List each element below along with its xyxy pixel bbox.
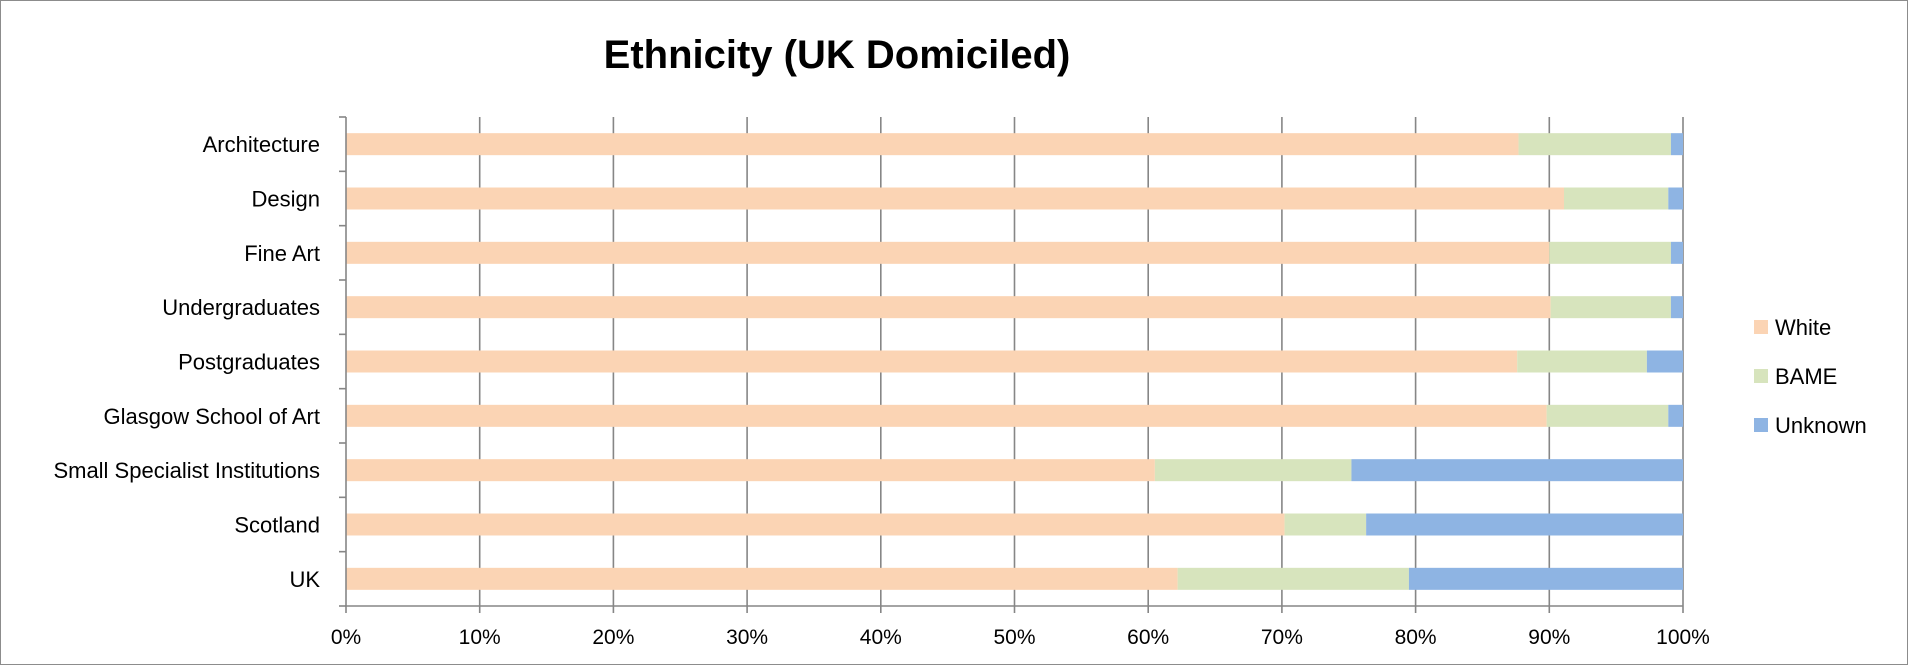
bar-segment-bame xyxy=(1517,350,1647,373)
bar-segment-bame xyxy=(1518,133,1671,156)
bar-segment-unknown xyxy=(1670,133,1683,156)
bar-segment-white xyxy=(346,567,1178,590)
bar-segment-white xyxy=(346,404,1547,427)
x-tick-label: 20% xyxy=(592,626,634,649)
x-tick-label: 60% xyxy=(1127,626,1169,649)
bar-segment-unknown xyxy=(1351,459,1683,482)
axes: UK Scotland Small Specialist Institutions G… xyxy=(53,116,1710,649)
bar-segment-unknown xyxy=(1670,241,1683,264)
legend-swatch-white xyxy=(1754,320,1768,334)
bar-segment-bame xyxy=(1564,187,1669,210)
bar-segment-white xyxy=(346,133,1519,156)
x-tick-label: 10% xyxy=(459,626,501,649)
bar-segment-white xyxy=(346,350,1518,373)
bar-segment-bame xyxy=(1154,459,1352,482)
bar-segment-bame xyxy=(1550,296,1671,319)
legend-label-unknown: Unknown xyxy=(1775,413,1867,438)
legend-label-bame: BAME xyxy=(1775,364,1837,389)
bar-segment-unknown xyxy=(1366,513,1683,536)
category-label: Architecture xyxy=(203,132,320,157)
category-label: Fine Art xyxy=(244,241,320,266)
legend-swatch-unknown xyxy=(1754,418,1768,432)
x-tick-label: 0% xyxy=(331,626,361,649)
x-tick-label: 30% xyxy=(726,626,768,649)
bar-segment-unknown xyxy=(1668,404,1683,427)
category-label: Small Specialist Institutions xyxy=(53,458,320,483)
legend: White BAME Unknown xyxy=(1754,315,1867,438)
bar-segment-white xyxy=(346,459,1155,482)
bar-segment-white xyxy=(346,296,1551,319)
bar-segment-white xyxy=(346,241,1550,264)
x-tick-label: 70% xyxy=(1261,626,1303,649)
bars xyxy=(346,133,1683,590)
bar-segment-bame xyxy=(1284,513,1367,536)
bar-segment-bame xyxy=(1549,241,1671,264)
x-tick-label: 90% xyxy=(1528,626,1570,649)
x-tick-label: 100% xyxy=(1656,626,1710,649)
bar-segment-unknown xyxy=(1668,187,1683,210)
bar-segment-bame xyxy=(1177,567,1409,590)
x-tick-label: 40% xyxy=(860,626,902,649)
bar-segment-unknown xyxy=(1408,567,1683,590)
legend-label-white: White xyxy=(1775,315,1831,340)
category-label: Glasgow School of Art xyxy=(104,404,320,429)
category-label: Design xyxy=(252,187,320,212)
bar-segment-bame xyxy=(1546,404,1669,427)
legend-swatch-bame xyxy=(1754,369,1768,383)
category-label: UK xyxy=(289,567,320,592)
bar-segment-unknown xyxy=(1646,350,1683,373)
bar-segment-unknown xyxy=(1670,296,1683,319)
bar-segment-white xyxy=(346,187,1565,210)
chart-title: Ethnicity (UK Domiciled) xyxy=(604,33,1071,77)
x-tick-label: 80% xyxy=(1395,626,1437,649)
category-label: Undergraduates xyxy=(162,295,320,320)
bar-segment-white xyxy=(346,513,1285,536)
x-tick-label: 50% xyxy=(993,626,1035,649)
category-label: Postgraduates xyxy=(178,350,320,375)
category-label: Scotland xyxy=(234,513,320,538)
